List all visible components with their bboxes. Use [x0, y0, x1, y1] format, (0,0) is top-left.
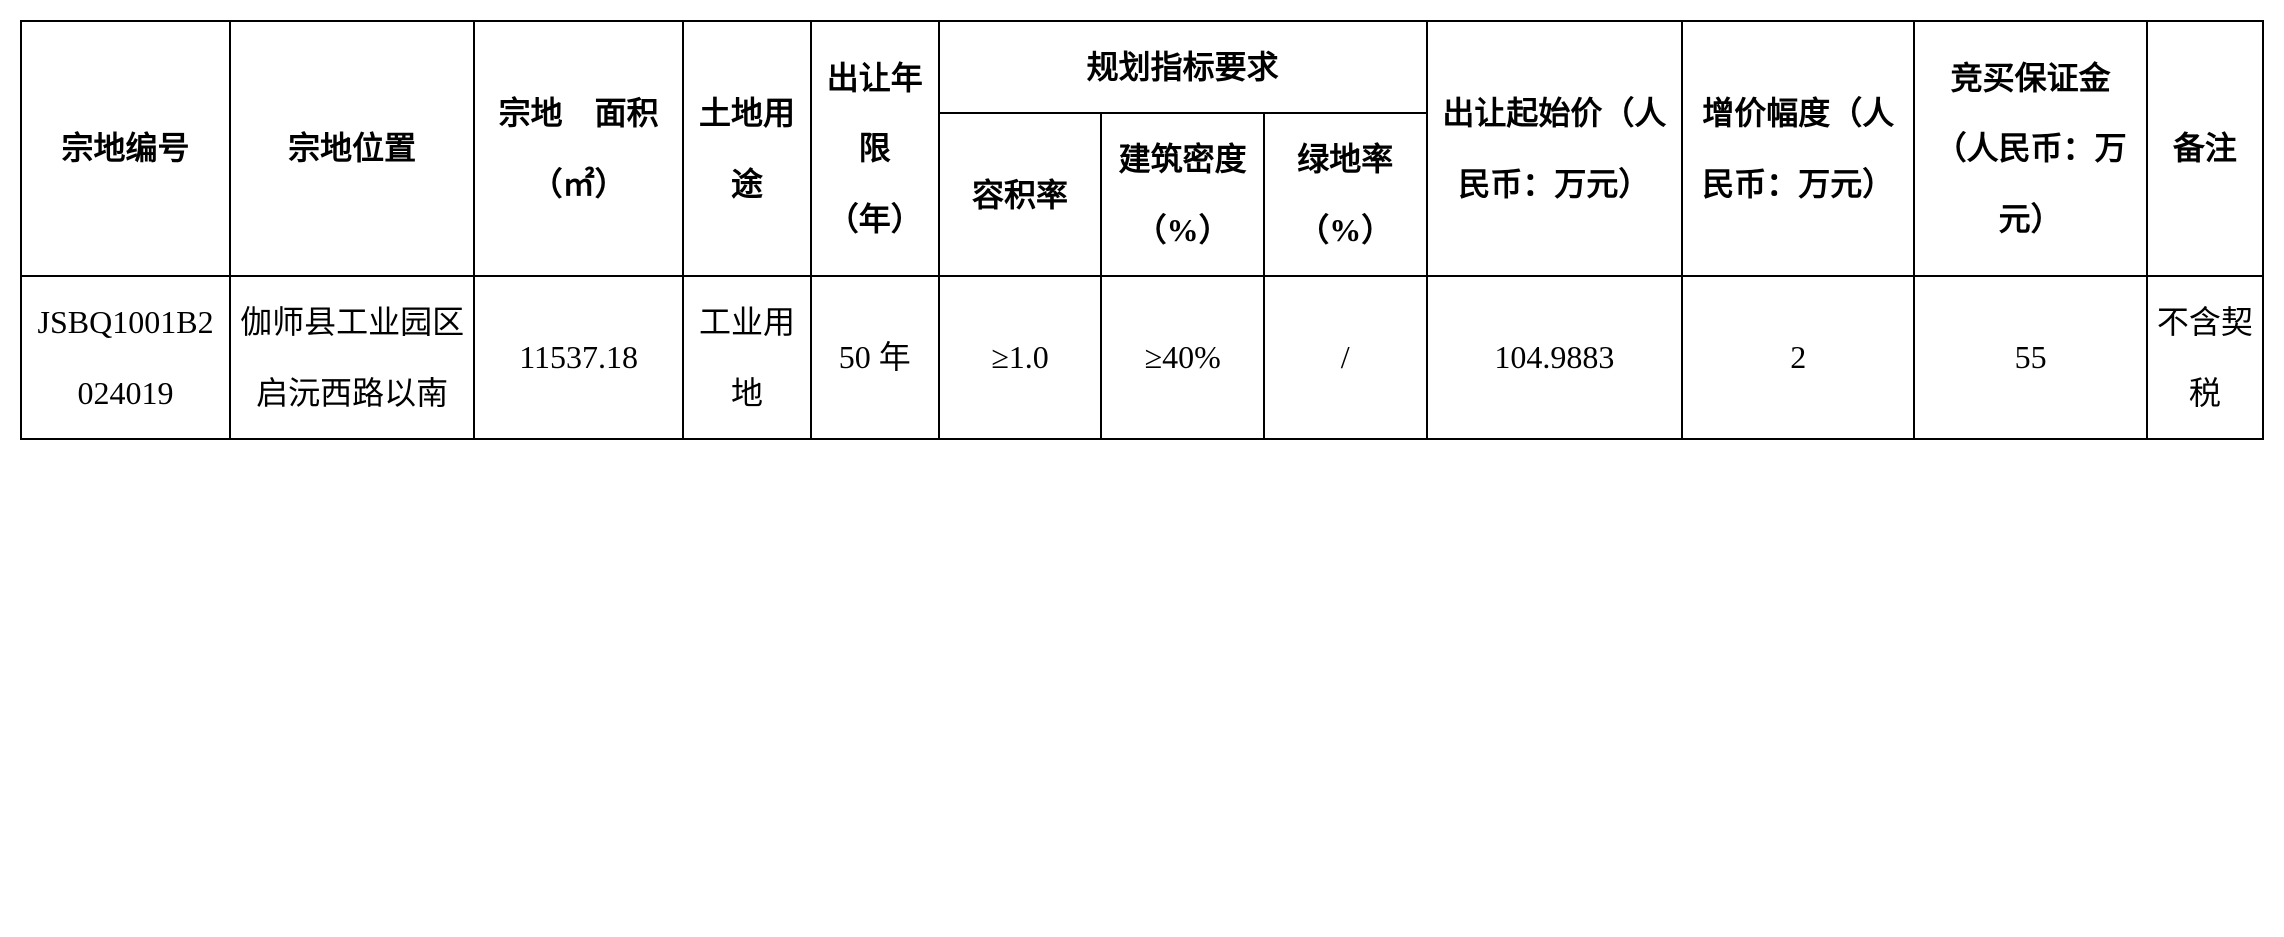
- cell-start-price: 104.9883: [1427, 276, 1683, 439]
- header-remark: 备注: [2147, 21, 2263, 276]
- header-planning-group: 规划指标要求: [939, 21, 1427, 113]
- header-deposit: 竞买保证金（人民币：万元）: [1914, 21, 2146, 276]
- cell-land-use: 工业用地: [683, 276, 811, 439]
- header-years: 出让年限（年）: [811, 21, 939, 276]
- cell-area: 11537.18: [474, 276, 683, 439]
- cell-building-density: ≥40%: [1101, 276, 1264, 439]
- header-building-density: 建筑密度（%）: [1101, 113, 1264, 276]
- header-increment: 增价幅度（人民币：万元）: [1682, 21, 1914, 276]
- table-body: JSBQ1001B2024019 伽师县工业园区启沅西路以南 11537.18 …: [21, 276, 2263, 439]
- header-parcel-id: 宗地编号: [21, 21, 230, 276]
- cell-remark: 不含契税: [2147, 276, 2263, 439]
- header-row-1: 宗地编号 宗地位置 宗地 面积（㎡） 土地用途 出让年限（年） 规划指标要求 出…: [21, 21, 2263, 113]
- cell-parcel-id: JSBQ1001B2024019: [21, 276, 230, 439]
- header-location: 宗地位置: [230, 21, 474, 276]
- header-green-rate: 绿地率（%）: [1264, 113, 1427, 276]
- cell-location: 伽师县工业园区启沅西路以南: [230, 276, 474, 439]
- cell-green-rate: /: [1264, 276, 1427, 439]
- cell-deposit: 55: [1914, 276, 2146, 439]
- cell-floor-area-ratio: ≥1.0: [939, 276, 1102, 439]
- land-parcel-table: 宗地编号 宗地位置 宗地 面积（㎡） 土地用途 出让年限（年） 规划指标要求 出…: [20, 20, 2264, 440]
- table-row: JSBQ1001B2024019 伽师县工业园区启沅西路以南 11537.18 …: [21, 276, 2263, 439]
- cell-years: 50 年: [811, 276, 939, 439]
- cell-increment: 2: [1682, 276, 1914, 439]
- header-area: 宗地 面积（㎡）: [474, 21, 683, 276]
- table-header: 宗地编号 宗地位置 宗地 面积（㎡） 土地用途 出让年限（年） 规划指标要求 出…: [21, 21, 2263, 276]
- header-start-price: 出让起始价（人民币：万元）: [1427, 21, 1683, 276]
- header-floor-area-ratio: 容积率: [939, 113, 1102, 276]
- header-land-use: 土地用途: [683, 21, 811, 276]
